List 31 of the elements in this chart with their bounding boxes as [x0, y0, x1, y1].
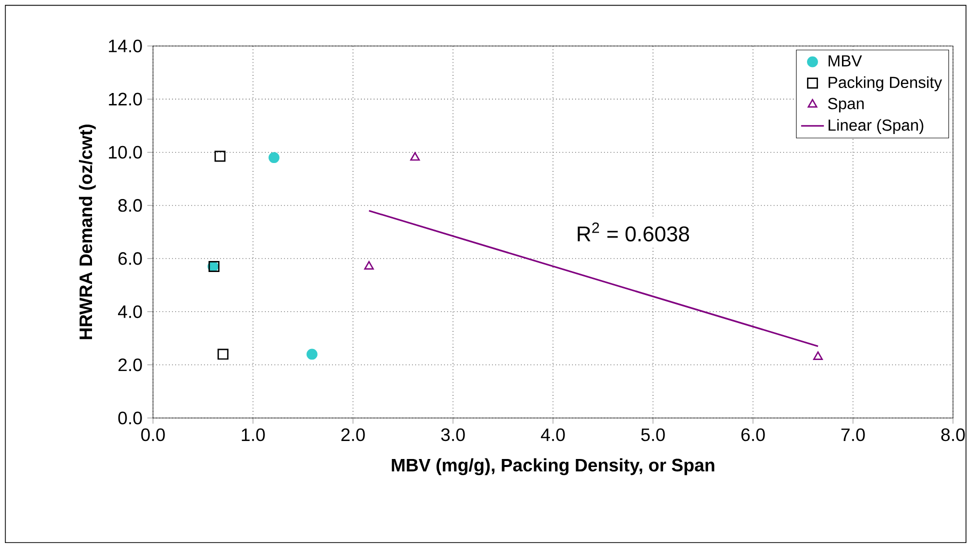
legend-label: Packing Density — [828, 76, 942, 92]
y-tick-label: 10.0 — [108, 146, 142, 159]
point — [218, 348, 228, 360]
y-tick-label: 0.0 — [118, 412, 142, 424]
x-tick-label: 6.0 — [741, 428, 765, 442]
x-tick-label: 0.0 — [141, 428, 165, 442]
y-tick-label: 4.0 — [118, 305, 142, 318]
x-tick-label: 7.0 — [841, 428, 865, 442]
x-tick-label: 4.0 — [540, 428, 565, 442]
point — [410, 152, 420, 161]
x-tick-label: 5.0 — [641, 428, 665, 442]
y-axis-title: HRWRA Demand (oz/cwt) — [78, 124, 96, 340]
legend-label: Span — [828, 98, 864, 112]
y-tick-label: 12.0 — [108, 92, 142, 106]
x-tick-label: 2.0 — [341, 428, 365, 442]
point — [364, 261, 374, 270]
y-tick-label: 14.0 — [108, 40, 142, 52]
legend-label: Linear (Span) — [828, 119, 924, 134]
x-tick-label: 1.0 — [242, 428, 265, 442]
x-tick-label: 3.0 — [441, 428, 465, 442]
legend-label: MBV — [828, 55, 862, 66]
point — [268, 152, 280, 164]
x-axis-title: MBV (mg/g), Packing Density, or Span — [392, 458, 714, 476]
y-tick-label: 8.0 — [118, 199, 142, 212]
point — [306, 348, 318, 360]
x-tick-label: 8.0 — [941, 428, 965, 442]
y-tick-label: 6.0 — [118, 252, 142, 265]
point — [813, 351, 823, 360]
y-tick-label: 2.0 — [118, 358, 142, 372]
point — [214, 150, 226, 162]
annotation: R$^{2}$ = 0.6038 — [578, 222, 690, 242]
